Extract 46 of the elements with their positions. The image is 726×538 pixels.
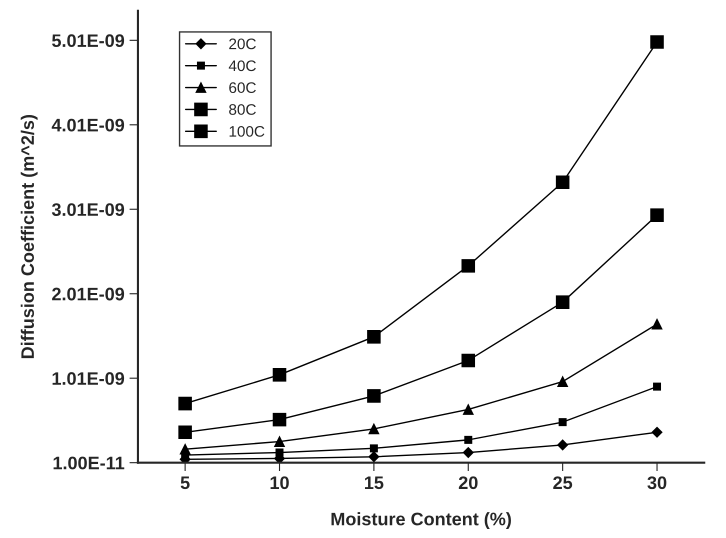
y-tick-label: 1.01E-09 — [52, 372, 124, 385]
x-tick-label: 20 — [458, 476, 478, 490]
point — [368, 451, 380, 462]
point — [370, 444, 378, 452]
point — [462, 354, 476, 368]
point — [650, 35, 664, 49]
y-tick-label: 2.01E-09 — [52, 288, 124, 300]
point — [556, 175, 570, 190]
y-axis-title: Diffusion Coefficient (m^2/s) — [20, 114, 38, 358]
legend-label: 40C — [228, 60, 256, 72]
legend-label: 60C — [229, 82, 256, 94]
point — [557, 376, 568, 387]
y-tick-label: 1.00E-11 — [54, 456, 124, 470]
point — [368, 424, 380, 434]
point — [178, 426, 192, 440]
y-tick-label: 5.01E-09 — [52, 34, 124, 48]
point — [462, 259, 476, 273]
point — [558, 418, 567, 426]
point — [178, 396, 192, 410]
point — [276, 448, 284, 457]
legend-label: 20C — [229, 38, 256, 50]
point — [367, 389, 381, 403]
x-tick-label: 25 — [553, 476, 572, 490]
point — [650, 208, 664, 222]
point — [653, 382, 662, 391]
x-tick-label: 10 — [270, 476, 289, 490]
point — [274, 436, 285, 447]
point — [180, 444, 191, 455]
point — [464, 436, 472, 444]
point — [272, 368, 286, 382]
point — [557, 440, 568, 450]
legend-label: 80C — [229, 104, 256, 115]
point — [272, 412, 286, 426]
point — [652, 318, 662, 330]
x-tick-label: 30 — [647, 476, 666, 490]
x-axis-title: Moisture Content (%) — [332, 512, 511, 529]
legend-label: 100C — [230, 126, 264, 137]
point — [462, 447, 474, 458]
point — [652, 426, 662, 438]
x-tick-label: 5 — [180, 476, 190, 490]
y-tick-label: 3.01E-09 — [52, 203, 124, 216]
point — [556, 295, 570, 309]
point — [367, 330, 381, 344]
y-tick-label: 4.01E-09 — [52, 118, 124, 132]
point — [462, 404, 474, 415]
x-tick-label: 15 — [364, 476, 384, 490]
